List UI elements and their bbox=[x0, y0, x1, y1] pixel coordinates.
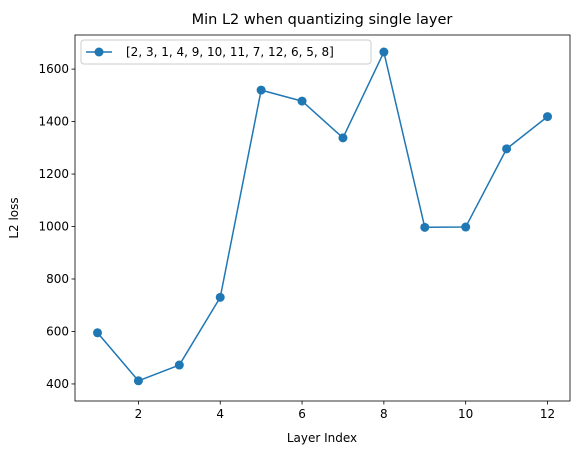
y-tick-label: 600 bbox=[46, 324, 69, 338]
x-tick-label: 10 bbox=[458, 407, 473, 421]
data-point bbox=[215, 292, 225, 302]
y-tick-label: 1000 bbox=[38, 220, 69, 234]
data-point bbox=[297, 96, 307, 106]
x-tick-label: 4 bbox=[216, 407, 224, 421]
data-point bbox=[461, 222, 471, 232]
data-point bbox=[420, 222, 430, 232]
legend-series-marker bbox=[94, 47, 104, 57]
plot-area: 2 4 6 8 10 12 400 600 800 1000 1200 1400 1600 bbox=[38, 47, 555, 421]
legend-series-label: [2, 3, 1, 4, 9, 10, 11, 7, 12, 6, 5, 8] bbox=[126, 45, 334, 59]
x-axis-label: Layer Index bbox=[287, 431, 357, 445]
y-tick-label: 1200 bbox=[38, 167, 69, 181]
data-point bbox=[93, 328, 102, 338]
data-point bbox=[543, 112, 552, 122]
chart-title: Min L2 when quantizing single layer bbox=[192, 12, 453, 28]
y-tick-label: 1600 bbox=[38, 62, 69, 76]
legend: [2, 3, 1, 4, 9, 10, 11, 7, 12, 6, 5, 8] bbox=[80, 39, 372, 65]
data-point bbox=[379, 47, 389, 57]
x-tick-label: 12 bbox=[540, 407, 555, 421]
x-tick-label: 2 bbox=[135, 407, 143, 421]
x-tick-label: 6 bbox=[298, 407, 306, 421]
data-point bbox=[338, 133, 348, 143]
y-axis-label: L2 loss bbox=[7, 197, 21, 238]
legend-box bbox=[80, 39, 372, 65]
y-tick-label: 1400 bbox=[38, 115, 69, 129]
y-tick-label: 800 bbox=[46, 272, 69, 286]
data-point bbox=[133, 376, 143, 386]
series-line bbox=[96, 51, 548, 382]
x-tick-label: 8 bbox=[380, 407, 388, 421]
axes-frame bbox=[74, 34, 571, 402]
data-point bbox=[174, 360, 184, 370]
data-point bbox=[502, 144, 512, 154]
y-tick-label: 400 bbox=[46, 377, 69, 391]
data-point bbox=[256, 85, 266, 95]
